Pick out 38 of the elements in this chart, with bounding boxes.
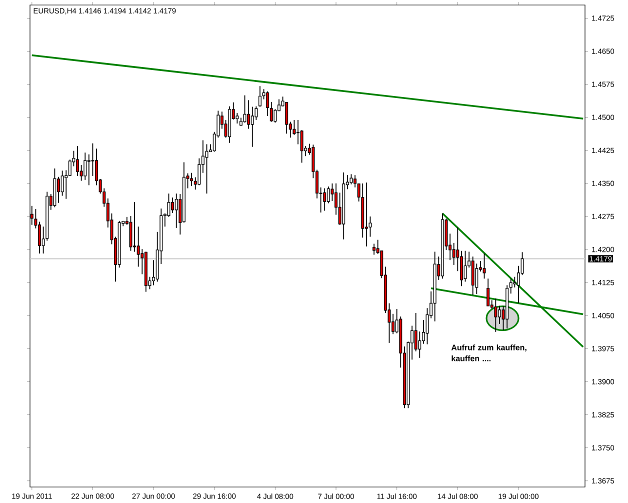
candlestick	[292, 120, 296, 136]
candlestick	[57, 176, 60, 204]
candlestick	[460, 250, 463, 287]
candlestick	[486, 278, 490, 306]
candlestick	[300, 130, 304, 164]
candlestick	[418, 331, 422, 358]
candlestick	[364, 182, 368, 247]
candlestick	[171, 197, 174, 214]
candlestick	[372, 243, 376, 256]
candlestick	[60, 170, 64, 196]
candlestick	[76, 146, 80, 176]
candlestick	[84, 152, 87, 180]
candlestick	[498, 305, 501, 324]
candlestick	[68, 159, 72, 176]
candlestick	[250, 106, 254, 148]
candlestick	[350, 174, 353, 185]
candlestick	[392, 313, 395, 335]
candlestick	[174, 193, 178, 228]
candlestick	[270, 101, 273, 122]
candlestick	[464, 250, 467, 282]
candlestick	[323, 188, 326, 212]
candlestick	[87, 154, 90, 186]
candlestick	[258, 86, 262, 108]
candlestick	[482, 253, 486, 280]
candlestick	[205, 144, 208, 194]
candlestick	[266, 90, 270, 116]
candlestick	[326, 186, 330, 204]
candlestick	[513, 276, 516, 288]
candlestick	[190, 172, 194, 187]
candlestick	[243, 94, 246, 124]
candlestick	[494, 298, 498, 332]
candlestick	[38, 221, 41, 254]
candlestick	[509, 278, 512, 294]
candlestick	[236, 112, 239, 124]
candlestick	[133, 201, 136, 252]
candlestick	[198, 158, 201, 186]
candlestick	[285, 102, 288, 134]
candlestick	[247, 100, 250, 130]
